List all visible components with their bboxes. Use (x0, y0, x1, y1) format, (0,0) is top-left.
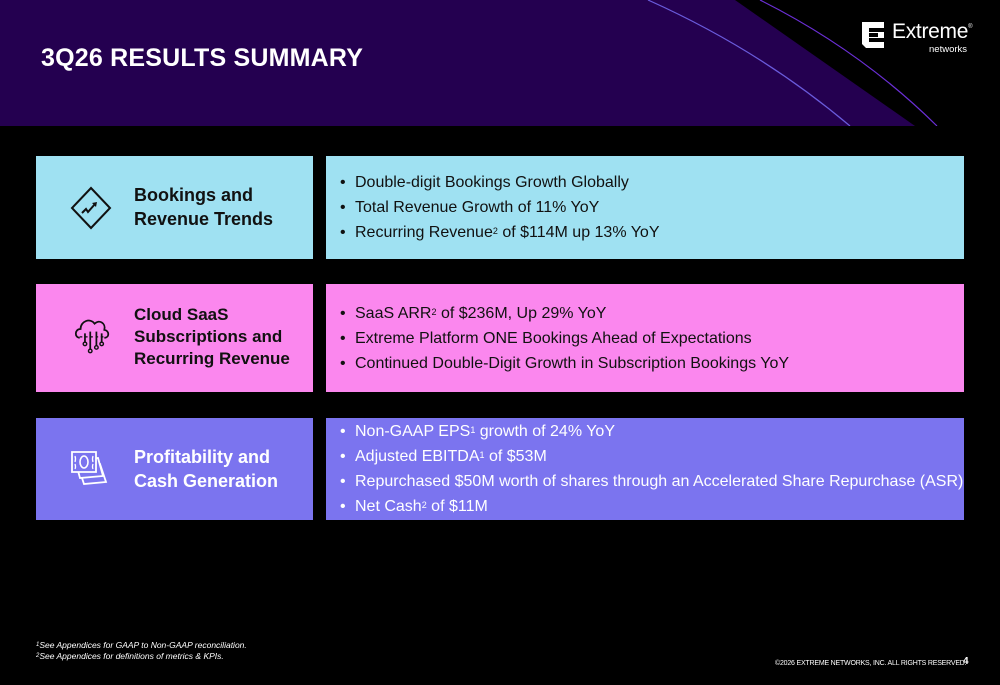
category-box: Profitability and Cash Generation (36, 418, 313, 520)
category-title: Cloud SaaS Subscriptions and Recurring R… (134, 305, 290, 368)
header-background-shape (0, 0, 938, 126)
logo-wordmark: Extreme® (892, 20, 973, 43)
extreme-networks-logo: Extreme® networks (862, 20, 982, 58)
cloud-network-icon (74, 319, 110, 354)
footnote: 2See Appendices for definitions of metri… (36, 651, 224, 661)
footnote: 1See Appendices for GAAP to Non-GAAP rec… (36, 640, 247, 650)
row-profitability-cash: Profitability and Cash Generation Non-GA… (36, 418, 964, 520)
row-cloud-saas: Cloud SaaS Subscriptions and Recurring R… (36, 284, 964, 392)
footnotes: 1See Appendices for GAAP to Non-GAAP rec… (36, 640, 247, 662)
page-number: 4 (963, 656, 969, 667)
bullet-item: Repurchased $50M worth of shares through… (340, 469, 964, 494)
bullet-item: Net Cash2 of $11M (340, 494, 964, 519)
bullet-item: Recurring Revenue2 of $114M up 13% YoY (340, 220, 964, 245)
page-title: 3Q26 RESULTS SUMMARY (41, 44, 364, 72)
cash-bills-icon (71, 451, 108, 485)
category-box: Bookings and Revenue Trends (36, 156, 313, 259)
category-box: Cloud SaaS Subscriptions and Recurring R… (36, 284, 313, 392)
bullet-item: Non-GAAP EPS1 growth of 24% YoY (340, 419, 964, 444)
row-bookings-revenue: Bookings and Revenue Trends Double-digit… (36, 156, 964, 259)
logo-subtext: networks (929, 44, 968, 55)
bullet-item: Total Revenue Growth of 11% YoY (340, 195, 964, 220)
bullet-item: SaaS ARR2 of $236M, Up 29% YoY (340, 301, 964, 326)
category-title: Profitability and Cash Generation (134, 447, 279, 491)
bullet-item: Continued Double-Digit Growth in Subscri… (340, 351, 964, 376)
copyright-notice: ©2026 EXTREME NETWORKS, INC. ALL RIGHTS … (775, 660, 967, 667)
bullet-box: SaaS ARR2 of $236M, Up 29% YoY Extreme P… (326, 284, 964, 392)
trend-diamond-icon (70, 186, 112, 230)
category-title: Bookings and Revenue Trends (134, 185, 274, 229)
bullet-box: Non-GAAP EPS1 growth of 24% YoY Adjusted… (326, 418, 964, 520)
extreme-e-logo-icon (862, 22, 884, 48)
bullet-item: Extreme Platform ONE Bookings Ahead of E… (340, 326, 964, 351)
bullet-item: Adjusted EBITDA1 of $53M (340, 444, 964, 469)
bullet-item: Double-digit Bookings Growth Globally (340, 170, 964, 195)
header-band: 3Q26 RESULTS SUMMARY Extreme® networks (0, 0, 1000, 126)
bullet-box: Double-digit Bookings Growth Globally To… (326, 156, 964, 259)
